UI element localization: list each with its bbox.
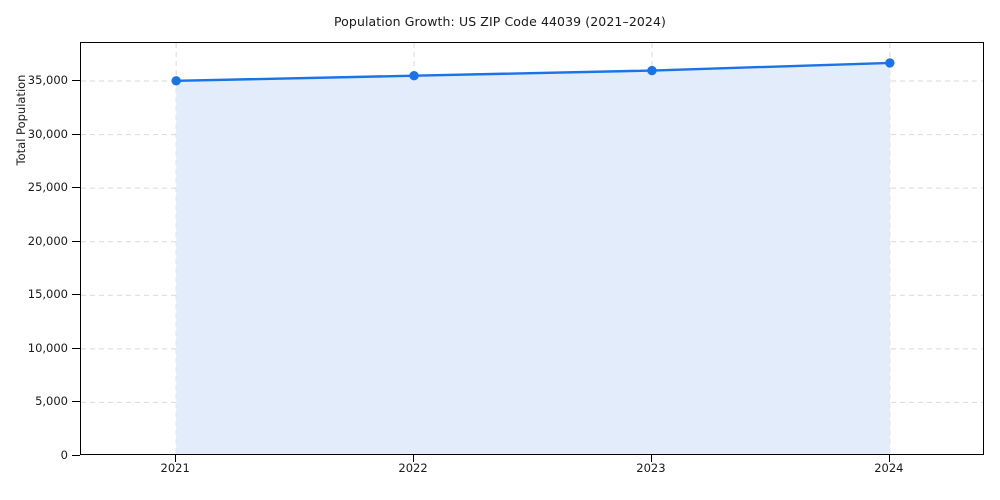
- x-axis-tick-labels: 2021 2022 2023 2024: [0, 461, 1000, 485]
- chart-title: Population Growth: US ZIP Code 44039 (20…: [333, 14, 667, 29]
- data-line: [174, 61, 892, 83]
- y-tick-label: 10,000: [27, 340, 68, 355]
- y-tick-label: 20,000: [27, 233, 68, 248]
- x-tick-label: 2022: [398, 461, 428, 475]
- y-tick-mark: [72, 455, 80, 456]
- y-tick-mark: [72, 294, 80, 296]
- y-tick-label: 25,000: [27, 180, 68, 195]
- x-tick-label: 2021: [160, 461, 190, 475]
- x-tick-label: 2024: [874, 461, 904, 475]
- y-tick-label: 5,000: [35, 394, 68, 409]
- plot-area: [80, 42, 984, 455]
- x-tick-label: 2023: [636, 461, 666, 475]
- y-tick-mark: [72, 133, 80, 135]
- y-tick-label: 0: [60, 448, 68, 462]
- y-tick-mark: [72, 347, 80, 349]
- y-tick-mark: [72, 401, 80, 403]
- plot-svg: [81, 43, 983, 454]
- y-tick-mark: [72, 80, 80, 82]
- y-tick-mark: [72, 240, 80, 242]
- x-tick-mark: [650, 455, 652, 462]
- x-tick-mark: [175, 455, 177, 462]
- y-tick-label: 15,000: [27, 287, 68, 302]
- y-tick-mark: [72, 187, 80, 189]
- y-tick-label: 30,000: [27, 126, 68, 141]
- area-fill: [176, 62, 890, 454]
- x-tick-mark: [413, 455, 415, 462]
- data-markers: [171, 58, 895, 86]
- y-tick-label: 35,000: [27, 73, 68, 88]
- y-axis-tick-labels: 0 5,000 10,000 15,000 20,000 25,000 30,000 35,0…: [0, 0, 68, 500]
- x-tick-mark: [888, 455, 890, 462]
